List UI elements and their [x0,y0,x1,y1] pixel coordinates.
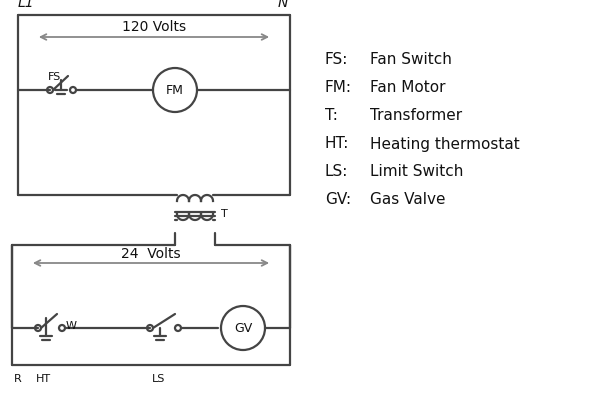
Text: L1: L1 [18,0,35,10]
Text: W: W [66,321,77,331]
Text: FM: FM [166,84,184,96]
Text: 120 Volts: 120 Volts [122,20,186,34]
Text: Fan Motor: Fan Motor [370,80,445,96]
Text: Gas Valve: Gas Valve [370,192,445,208]
Text: LS:: LS: [325,164,348,180]
Text: LS: LS [152,374,165,384]
Text: GV:: GV: [325,192,351,208]
Text: 24  Volts: 24 Volts [121,247,181,261]
Text: FM:: FM: [325,80,352,96]
Text: HT:: HT: [325,136,349,152]
Text: Limit Switch: Limit Switch [370,164,463,180]
Text: Fan Switch: Fan Switch [370,52,452,68]
Text: FS:: FS: [325,52,348,68]
Text: T: T [221,209,228,219]
Text: HT: HT [36,374,51,384]
Text: N: N [278,0,288,10]
Text: GV: GV [234,322,252,334]
Text: FS: FS [48,72,61,82]
Text: T:: T: [325,108,338,124]
Text: Heating thermostat: Heating thermostat [370,136,520,152]
Text: Transformer: Transformer [370,108,462,124]
Text: R: R [14,374,22,384]
